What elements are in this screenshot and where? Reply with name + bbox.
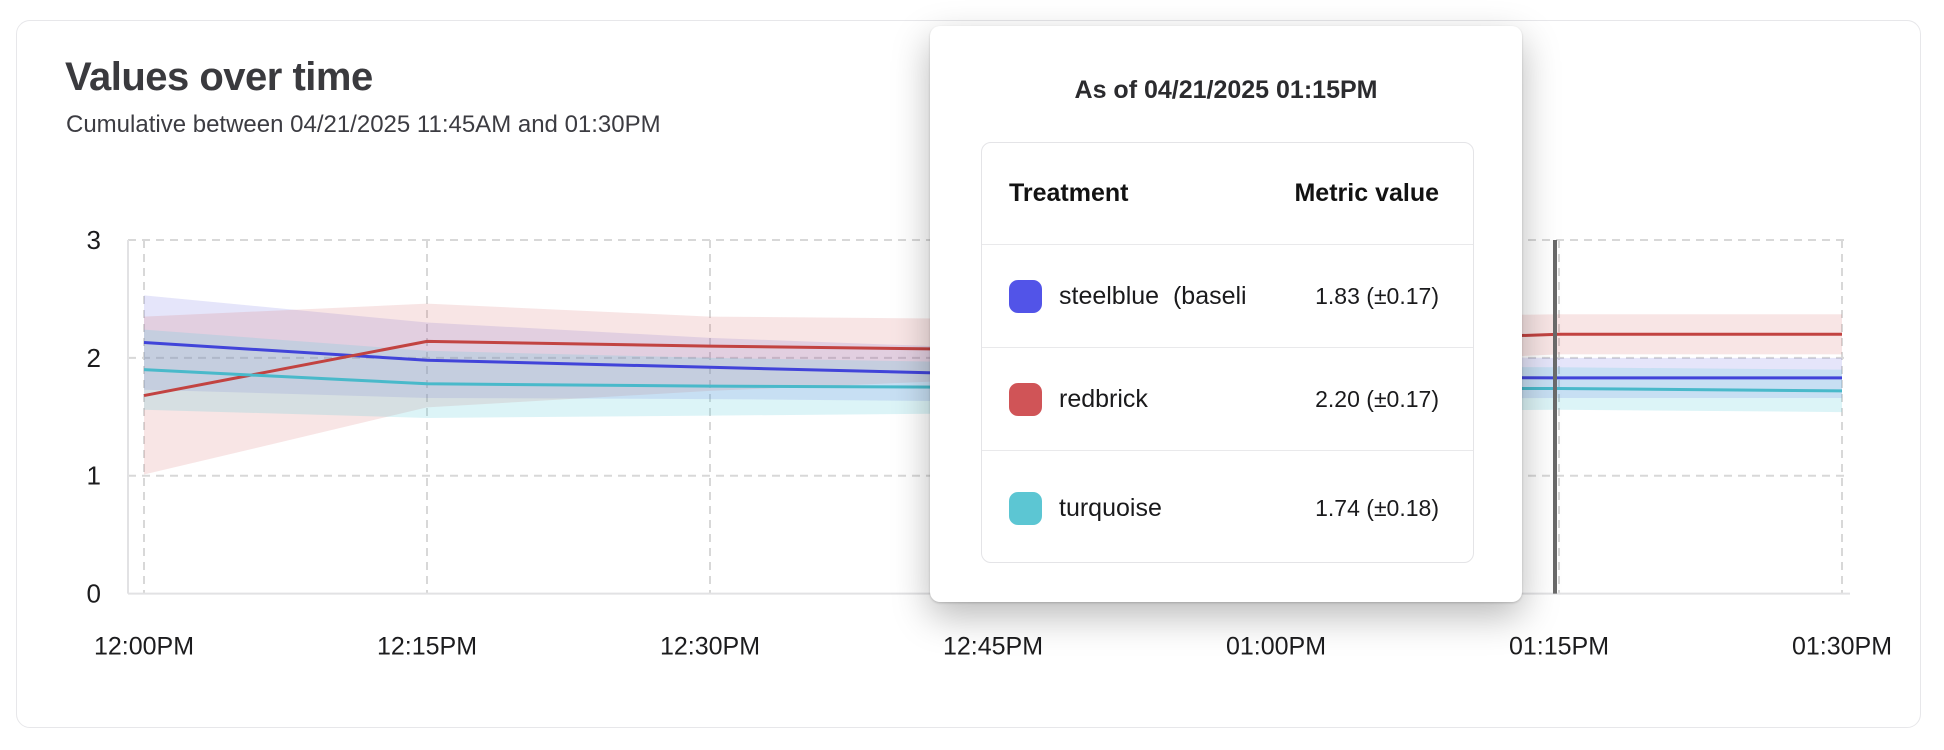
x-axis-label-4: 01:00PM [1226,633,1326,661]
tooltip-table: Treatment Metric value steelblue (baseli… [981,142,1474,563]
metric-value: 1.83 (±0.17) [1315,282,1439,309]
x-axis-label-6: 01:30PM [1792,633,1892,661]
x-axis-label-2: 12:30PM [660,633,760,661]
x-axis-label-5: 01:15PM [1509,633,1609,661]
chart-subtitle: Cumulative between 04/21/2025 11:45AM an… [66,111,661,138]
page-title: Values over time [65,55,373,99]
metric-value: 1.74 (±0.18) [1315,494,1439,521]
column-header-treatment: Treatment [1009,179,1129,207]
x-axis-label-1: 12:15PM [377,633,477,661]
treatment-name: redbrick [1059,384,1148,413]
chart-card: Values over time Cumulative between 04/2… [16,20,1921,728]
tooltip-title: As of 04/21/2025 01:15PM [1074,76,1378,104]
chart-tooltip: As of 04/21/2025 01:15PM Treatment Metri… [930,26,1522,602]
tooltip-row-steelblue: steelblue (baseli 1.83 (±0.17) [982,244,1473,347]
metric-value: 2.20 (±0.17) [1315,385,1439,412]
x-axis-label-0: 12:00PM [94,633,194,661]
redbrick-color-swatch-icon [1009,382,1042,416]
turquoise-color-swatch-icon [1009,491,1042,525]
x-axis-label-3: 12:45PM [943,633,1043,661]
column-header-metric-value: Metric value [1294,179,1439,207]
tooltip-row-redbrick: redbrick 2.20 (±0.17) [982,347,1473,450]
treatment-name: turquoise [1059,493,1162,522]
y-axis-label-1: 1 [87,461,101,491]
tooltip-row-turquoise: turquoise 1.74 (±0.18) [982,450,1473,562]
steelblue-color-swatch-icon [1009,279,1042,313]
treatment-name: steelblue (baseli [1059,281,1247,310]
y-axis-label-2: 2 [87,343,101,373]
y-axis-label-0: 0 [87,579,101,609]
tooltip-table-header: Treatment Metric value [982,143,1473,244]
y-axis-label-3: 3 [87,225,101,255]
